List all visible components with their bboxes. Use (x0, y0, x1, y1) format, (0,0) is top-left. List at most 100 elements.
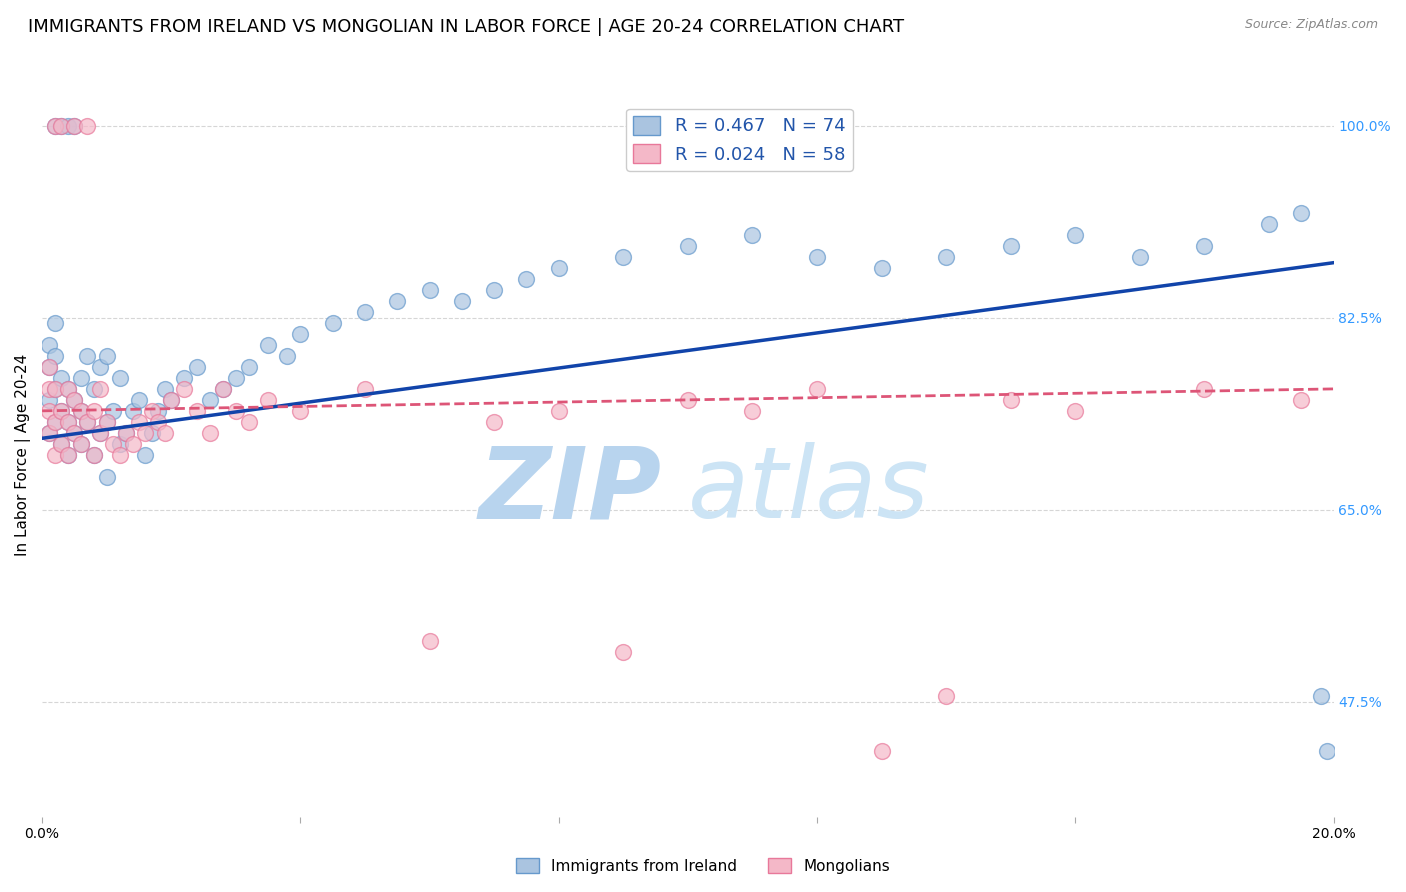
Point (676, 392, 699, 407)
Point (51, 371, 73, 385)
Point (56, 415, 79, 429)
Point (257, 392, 280, 407)
Point (160, 392, 183, 407)
Point (56, 415, 79, 429)
Point (70, 404, 93, 418)
Point (870, 744, 893, 758)
Point (173, 382, 195, 396)
Point (63, 425, 86, 440)
Point (1289, 206, 1312, 220)
Point (257, 338, 280, 352)
Point (63, 392, 86, 407)
Point (128, 415, 150, 429)
Point (225, 404, 247, 418)
Point (198, 425, 221, 440)
Point (83, 382, 105, 396)
Point (44, 382, 66, 396)
Point (44, 382, 66, 396)
Point (89, 425, 111, 440)
Point (134, 448, 156, 462)
Point (38, 425, 60, 440)
Point (935, 689, 957, 703)
Point (108, 448, 131, 462)
Point (38, 392, 60, 407)
Point (225, 371, 247, 385)
Text: Source: ZipAtlas.com: Source: ZipAtlas.com (1244, 18, 1378, 31)
Point (89, 425, 111, 440)
Point (70, 371, 93, 385)
Point (76, 349, 98, 363)
Point (51, 404, 73, 418)
Point (108, 437, 131, 451)
Point (38, 338, 60, 352)
Point (51, 437, 73, 451)
Point (870, 261, 893, 276)
Point (276, 349, 298, 363)
Point (160, 392, 183, 407)
Point (38, 359, 60, 374)
Point (1309, 689, 1331, 703)
Point (89, 382, 111, 396)
Point (38, 359, 60, 374)
Point (806, 250, 828, 264)
Point (76, 415, 98, 429)
Point (56, 382, 79, 396)
Text: IMMIGRANTS FROM IRELAND VS MONGOLIAN IN LABOR FORCE | AGE 20-24 CORRELATION CHAR: IMMIGRANTS FROM IRELAND VS MONGOLIAN IN … (28, 18, 904, 36)
Point (1064, 228, 1087, 243)
Point (63, 392, 86, 407)
Point (1316, 744, 1339, 758)
Point (76, 415, 98, 429)
Point (806, 382, 828, 396)
Text: ZIP: ZIP (479, 442, 662, 540)
Point (418, 283, 440, 297)
Legend: R = 0.467   N = 74, R = 0.024   N = 58: R = 0.467 N = 74, R = 0.024 N = 58 (626, 109, 853, 171)
Point (56, 119, 79, 133)
Point (83, 404, 105, 418)
Point (38, 382, 60, 396)
Point (482, 283, 505, 297)
Point (141, 425, 163, 440)
Point (173, 371, 195, 385)
Point (44, 316, 66, 330)
Point (96, 349, 118, 363)
Point (44, 415, 66, 429)
Point (387, 294, 409, 309)
Point (44, 119, 66, 133)
Point (134, 425, 156, 440)
Point (56, 382, 79, 396)
Point (547, 261, 569, 276)
Point (101, 404, 124, 418)
Point (76, 119, 98, 133)
Point (418, 634, 440, 648)
Point (238, 415, 260, 429)
Point (101, 437, 124, 451)
Point (148, 415, 170, 429)
Point (38, 404, 60, 418)
Point (741, 404, 763, 418)
Point (56, 448, 79, 462)
Y-axis label: In Labor Force | Age 20-24: In Labor Force | Age 20-24 (15, 353, 31, 556)
Point (70, 437, 93, 451)
Point (482, 415, 505, 429)
Point (676, 239, 699, 253)
Point (148, 404, 170, 418)
Point (83, 448, 105, 462)
Point (290, 404, 312, 418)
Point (1258, 217, 1281, 231)
Point (121, 404, 143, 418)
Point (56, 448, 79, 462)
Point (741, 228, 763, 243)
Point (1000, 392, 1022, 407)
Point (70, 404, 93, 418)
Point (44, 119, 66, 133)
Point (1194, 382, 1216, 396)
Point (354, 382, 377, 396)
Point (96, 415, 118, 429)
Point (141, 404, 163, 418)
Legend: Immigrants from Ireland, Mongolians: Immigrants from Ireland, Mongolians (510, 852, 896, 880)
Point (70, 437, 93, 451)
Point (128, 392, 150, 407)
Point (547, 404, 569, 418)
Point (51, 119, 73, 133)
Point (935, 250, 957, 264)
